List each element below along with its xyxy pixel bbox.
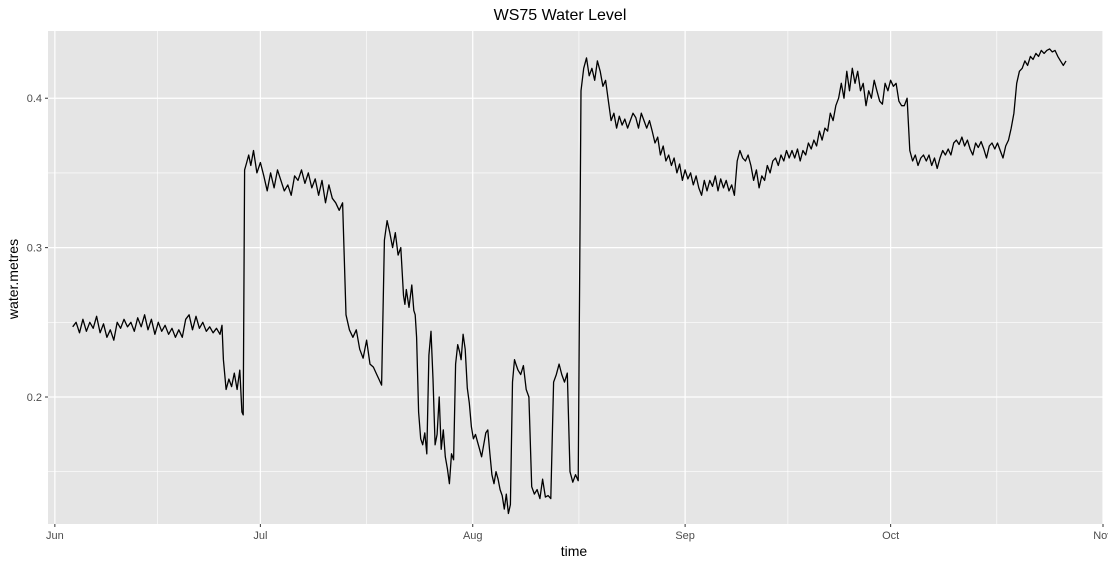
x-tick-label: Jul	[253, 530, 267, 542]
x-tick-label: Jun	[46, 530, 64, 542]
y-tick-label: 0.4	[27, 93, 42, 105]
y-tick-label: 0.2	[27, 392, 42, 404]
y-axis: 0.2 0.3 0.4	[27, 93, 48, 404]
x-axis: Jun Jul Aug Sep Oct Nov	[46, 524, 1108, 542]
plot-panel	[48, 31, 1103, 524]
x-tick-label: Sep	[675, 530, 695, 542]
chart-title: WS75 Water Level	[494, 7, 627, 24]
y-tick-label: 0.3	[27, 243, 42, 255]
x-tick-label: Nov	[1093, 530, 1108, 542]
x-tick-label: Aug	[463, 530, 483, 542]
x-tick-label: Oct	[882, 530, 899, 542]
y-axis-title: water.metres	[5, 239, 21, 320]
x-axis-title: time	[561, 543, 588, 559]
